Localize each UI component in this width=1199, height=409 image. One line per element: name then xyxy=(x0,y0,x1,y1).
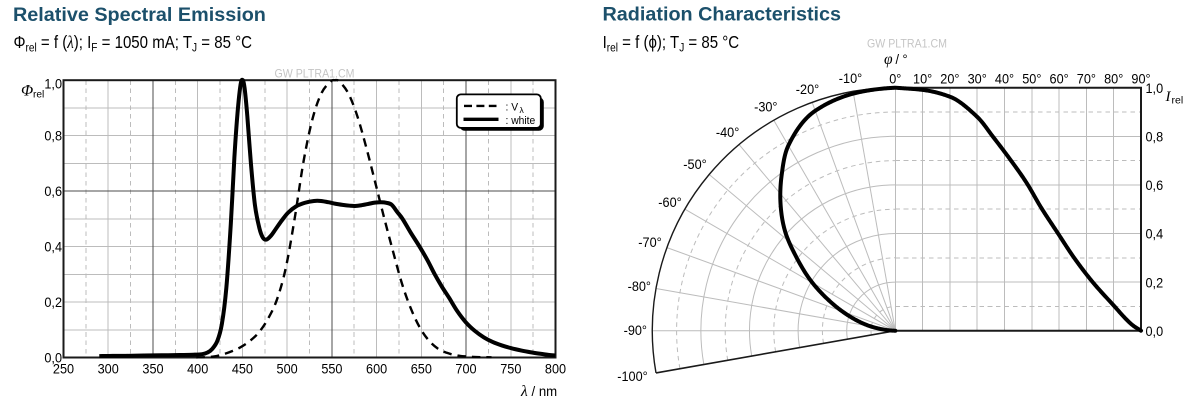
svg-text:1,0: 1,0 xyxy=(1146,80,1164,96)
svg-text:300: 300 xyxy=(98,361,119,377)
svg-text:500: 500 xyxy=(277,361,298,377)
svg-text:/ nm: / nm xyxy=(532,384,558,400)
svg-text:50°: 50° xyxy=(1022,71,1041,87)
svg-text:I: I xyxy=(1165,89,1172,105)
svg-text:GW PLTRA1.CM: GW PLTRA1.CM xyxy=(274,68,354,81)
svg-text:550: 550 xyxy=(321,361,342,377)
svg-text:φ: φ xyxy=(884,51,893,68)
svg-text:λ: λ xyxy=(520,105,525,115)
svg-text:0,2: 0,2 xyxy=(1146,275,1164,291)
svg-text:1,0: 1,0 xyxy=(44,76,62,92)
svg-text:-60°: -60° xyxy=(658,194,681,210)
svg-text:-70°: -70° xyxy=(638,234,661,250)
svg-text:0,8: 0,8 xyxy=(1146,129,1164,145)
svg-text:-30°: -30° xyxy=(754,99,777,115)
svg-text:0°: 0° xyxy=(889,71,901,87)
svg-text:0,8: 0,8 xyxy=(44,128,62,144)
svg-text:40°: 40° xyxy=(995,71,1014,87)
svg-text:700: 700 xyxy=(455,361,476,377)
svg-text:Relative Spectral Emission: Relative Spectral Emission xyxy=(13,4,266,26)
svg-text:650: 650 xyxy=(411,361,432,377)
svg-text:-90°: -90° xyxy=(624,322,647,338)
svg-text:GW PLTRA1.CM: GW PLTRA1.CM xyxy=(867,38,947,51)
svg-text:20°: 20° xyxy=(940,71,959,87)
svg-text:-40°: -40° xyxy=(716,124,739,140)
svg-text:Radiation Characteristics: Radiation Characteristics xyxy=(603,4,842,26)
svg-text:-50°: -50° xyxy=(683,157,706,173)
svg-text:400: 400 xyxy=(187,361,208,377)
svg-text:600: 600 xyxy=(366,361,387,377)
svg-text:0,4: 0,4 xyxy=(44,239,62,255)
svg-text:0,4: 0,4 xyxy=(1146,226,1164,242)
svg-text:-10°: -10° xyxy=(839,70,862,86)
svg-text:80°: 80° xyxy=(1104,71,1123,87)
svg-text:450: 450 xyxy=(232,361,253,377)
svg-text:0,0: 0,0 xyxy=(44,350,62,366)
svg-text:0,0: 0,0 xyxy=(1146,323,1164,339)
svg-text:: V: : V xyxy=(506,101,519,113)
svg-text:Φ: Φ xyxy=(21,83,33,100)
svg-text:/ °: / ° xyxy=(896,52,908,68)
svg-text:90°: 90° xyxy=(1131,71,1150,87)
svg-text:-20°: -20° xyxy=(796,81,819,97)
svg-text:: white: : white xyxy=(506,114,536,126)
svg-text:rel: rel xyxy=(33,90,44,101)
svg-text:30°: 30° xyxy=(968,71,987,87)
svg-text:λ: λ xyxy=(520,383,528,400)
svg-text:0,6: 0,6 xyxy=(44,184,62,200)
svg-text:350: 350 xyxy=(142,361,163,377)
svg-text:250: 250 xyxy=(53,361,74,377)
svg-text:-100°: -100° xyxy=(617,369,647,385)
svg-text:Irel = f (ϕ); TJ = 85 °C: Irel = f (ϕ); TJ = 85 °C xyxy=(603,33,740,55)
svg-text:60°: 60° xyxy=(1050,71,1069,87)
svg-text:750: 750 xyxy=(500,361,521,377)
svg-text:70°: 70° xyxy=(1077,71,1096,87)
svg-text:rel: rel xyxy=(1172,95,1184,107)
svg-text:800: 800 xyxy=(545,361,566,377)
svg-text:10°: 10° xyxy=(913,71,932,87)
svg-text:-80°: -80° xyxy=(628,278,651,294)
svg-text:0,6: 0,6 xyxy=(1146,178,1164,194)
svg-text:0,2: 0,2 xyxy=(44,295,62,311)
svg-text:Φrel = f (λ); IF = 1050 mA; TJ: Φrel = f (λ); IF = 1050 mA; TJ = 85 °C xyxy=(14,32,253,55)
